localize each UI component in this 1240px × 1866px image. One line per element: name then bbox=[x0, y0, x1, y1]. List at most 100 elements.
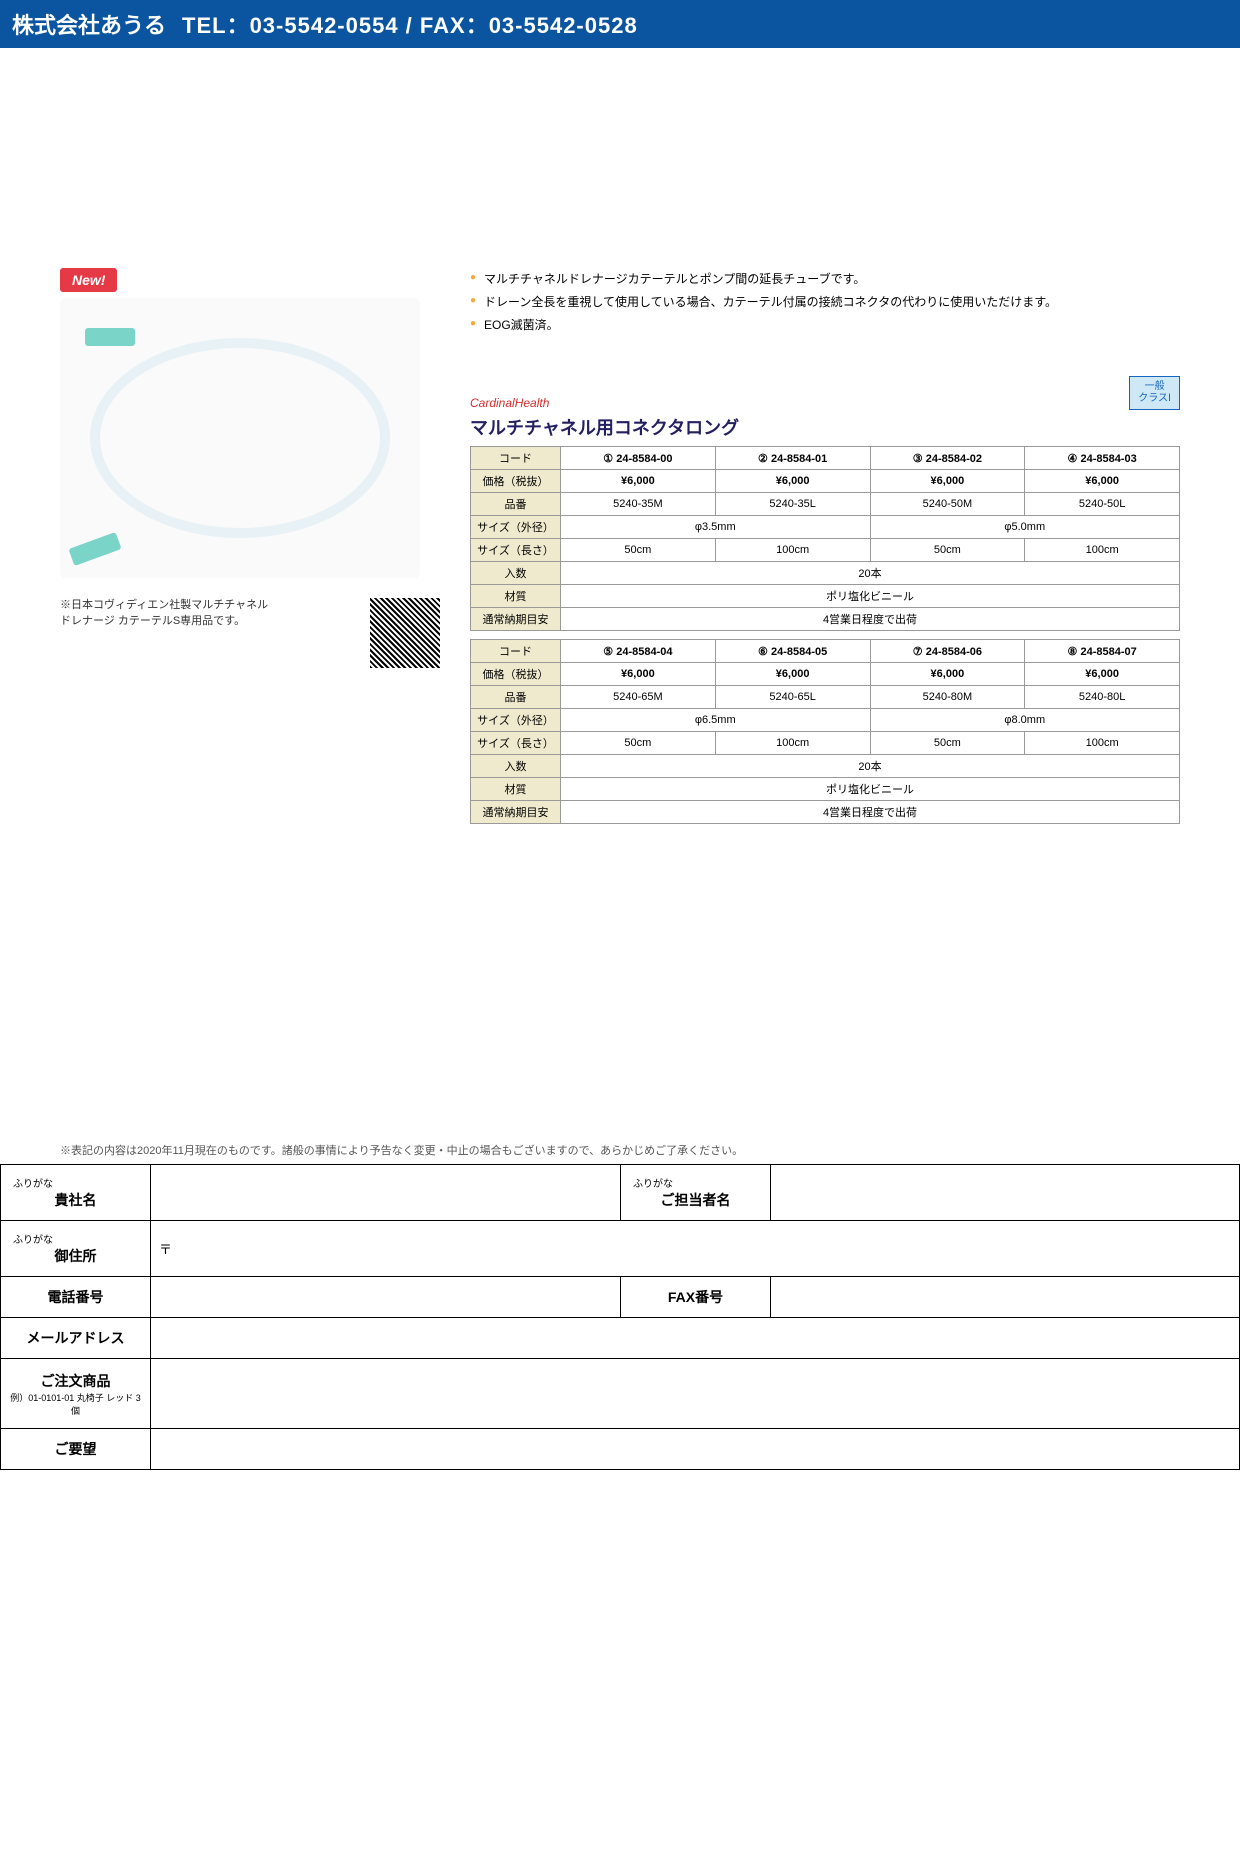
order-example: 例）01-0101-01 丸椅子 レッド 3個 bbox=[9, 1391, 142, 1417]
feature-bullets: マルチチャネルドレナージカテーテルとポンプ間の延長チューブです。 ドレーン全長を… bbox=[470, 268, 1180, 336]
partno-cell: 5240-80L bbox=[1025, 686, 1180, 709]
od-cell: φ6.5mm bbox=[561, 709, 871, 732]
table-row: 入数 20本 bbox=[471, 755, 1180, 778]
table-row: サイズ（長さ） 50cm 100cm 50cm 100cm bbox=[471, 732, 1180, 755]
code-cell: ① 24-8584-00 bbox=[561, 447, 716, 470]
brand-row: CardinalHealth 一般 クラスⅠ bbox=[470, 376, 1180, 410]
len-cell: 50cm bbox=[870, 732, 1025, 755]
left-column: New! ※日本コヴィディエン社製マルチチャネル ドレナージ カテーテルS専用品… bbox=[60, 88, 440, 832]
table-row: サイズ（長さ） 50cm 100cm 50cm 100cm bbox=[471, 539, 1180, 562]
table-row: 電話番号 FAX番号 bbox=[1, 1277, 1240, 1318]
price-cell: ¥6,000 bbox=[1025, 470, 1180, 493]
request-label: ご要望 bbox=[1, 1429, 151, 1470]
table-row: 材質 ポリ塩化ビニール bbox=[471, 585, 1180, 608]
partno-cell: 5240-50L bbox=[1025, 493, 1180, 516]
address-input[interactable]: 〒 bbox=[151, 1221, 1240, 1277]
postmark-icon: 〒 bbox=[159, 1242, 172, 1257]
furigana-label: ふりがな bbox=[9, 1231, 142, 1246]
material-cell: ポリ塩化ビニール bbox=[561, 778, 1180, 801]
row-label: 通常納期目安 bbox=[471, 801, 561, 824]
partno-cell: 5240-65L bbox=[715, 686, 870, 709]
code-cell: ⑤ 24-8584-04 bbox=[561, 640, 716, 663]
email-input[interactable] bbox=[151, 1318, 1240, 1359]
contact-input[interactable] bbox=[771, 1165, 1240, 1221]
contact-label: ふりがな ご担当者名 bbox=[621, 1165, 771, 1221]
request-input[interactable] bbox=[151, 1429, 1240, 1470]
row-label: 価格（税抜） bbox=[471, 663, 561, 686]
price-cell: ¥6,000 bbox=[561, 470, 716, 493]
table-row: メールアドレス bbox=[1, 1318, 1240, 1359]
spec-table-2: コード ⑤ 24-8584-04 ⑥ 24-8584-05 ⑦ 24-8584-… bbox=[470, 639, 1180, 824]
bullet-item: ドレーン全長を重視して使用している場合、カテーテル付属の接続コネクタの代わりに使… bbox=[470, 291, 1180, 314]
code-cell: ⑧ 24-8584-07 bbox=[1025, 640, 1180, 663]
email-label: メールアドレス bbox=[1, 1318, 151, 1359]
new-badge: New! bbox=[60, 268, 117, 292]
qty-cell: 20本 bbox=[561, 755, 1180, 778]
contact-info: TEL：03-5542-0554 / FAX：03-5542-0528 bbox=[182, 8, 638, 40]
spec-table-1: コード ① 24-8584-00 ② 24-8584-01 ③ 24-8584-… bbox=[470, 446, 1180, 631]
price-cell: ¥6,000 bbox=[870, 470, 1025, 493]
product-title: マルチチャネル用コネクタロング bbox=[470, 414, 1180, 440]
fax-input[interactable] bbox=[771, 1277, 1240, 1318]
bullet-item: EOG滅菌済。 bbox=[470, 314, 1180, 337]
table-row: ご要望 bbox=[1, 1429, 1240, 1470]
qr-code bbox=[370, 598, 440, 668]
len-cell: 100cm bbox=[1025, 539, 1180, 562]
furigana-label: ふりがな bbox=[9, 1175, 142, 1190]
address-label: ふりがな 御住所 bbox=[1, 1221, 151, 1277]
furigana-label: ふりがな bbox=[629, 1175, 762, 1190]
tube-illustration bbox=[90, 338, 390, 538]
table-row: サイズ（外径） φ6.5mm φ8.0mm bbox=[471, 709, 1180, 732]
qty-cell: 20本 bbox=[561, 562, 1180, 585]
caption-line: ※日本コヴィディエン社製マルチチャネル bbox=[60, 599, 268, 611]
partno-cell: 5240-35L bbox=[715, 493, 870, 516]
table-row: 通常納期目安 4営業日程度で出荷 bbox=[471, 801, 1180, 824]
tel-label: 電話番号 bbox=[1, 1277, 151, 1318]
row-label: 入数 bbox=[471, 755, 561, 778]
connector-icon bbox=[85, 328, 135, 346]
lead-cell: 4営業日程度で出荷 bbox=[561, 801, 1180, 824]
spacer bbox=[0, 852, 1240, 1132]
tel-input[interactable] bbox=[151, 1277, 621, 1318]
table-row: 材質 ポリ塩化ビニール bbox=[471, 778, 1180, 801]
row-label: サイズ（外径） bbox=[471, 516, 561, 539]
company-input[interactable] bbox=[151, 1165, 621, 1221]
company-label: ふりがな 貴社名 bbox=[1, 1165, 151, 1221]
row-label: コード bbox=[471, 447, 561, 470]
od-cell: φ3.5mm bbox=[561, 516, 871, 539]
partno-cell: 5240-80M bbox=[870, 686, 1025, 709]
class-line: クラスⅠ bbox=[1138, 393, 1171, 404]
table-row: 品番 5240-65M 5240-65L 5240-80M 5240-80L bbox=[471, 686, 1180, 709]
row-label: 品番 bbox=[471, 686, 561, 709]
table-row: ご注文商品 例）01-0101-01 丸椅子 レッド 3個 bbox=[1, 1359, 1240, 1429]
class-badge: 一般 クラスⅠ bbox=[1129, 376, 1180, 410]
order-input[interactable] bbox=[151, 1359, 1240, 1429]
len-cell: 50cm bbox=[561, 732, 716, 755]
code-cell: ③ 24-8584-02 bbox=[870, 447, 1025, 470]
code-cell: ⑦ 24-8584-06 bbox=[870, 640, 1025, 663]
label-text: 貴社名 bbox=[55, 1192, 97, 1208]
order-form: ふりがな 貴社名 ふりがな ご担当者名 ふりがな 御住所 〒 電話番号 FAX番… bbox=[0, 1164, 1240, 1470]
left-bottom-row: ※日本コヴィディエン社製マルチチャネル ドレナージ カテーテルS専用品です。 bbox=[60, 588, 440, 668]
len-cell: 50cm bbox=[870, 539, 1025, 562]
table-row: コード ① 24-8584-00 ② 24-8584-01 ③ 24-8584-… bbox=[471, 447, 1180, 470]
row-label: 材質 bbox=[471, 778, 561, 801]
code-cell: ④ 24-8584-03 bbox=[1025, 447, 1180, 470]
price-cell: ¥6,000 bbox=[1025, 663, 1180, 686]
fax-label: FAX番号 bbox=[621, 1277, 771, 1318]
table-row: 価格（税抜） ¥6,000 ¥6,000 ¥6,000 ¥6,000 bbox=[471, 470, 1180, 493]
table-row: コード ⑤ 24-8584-04 ⑥ 24-8584-05 ⑦ 24-8584-… bbox=[471, 640, 1180, 663]
code-cell: ⑥ 24-8584-05 bbox=[715, 640, 870, 663]
partno-cell: 5240-65M bbox=[561, 686, 716, 709]
order-label: ご注文商品 例）01-0101-01 丸椅子 レッド 3個 bbox=[1, 1359, 151, 1429]
row-label: 入数 bbox=[471, 562, 561, 585]
row-label: サイズ（外径） bbox=[471, 709, 561, 732]
product-caption: ※日本コヴィディエン社製マルチチャネル ドレナージ カテーテルS専用品です。 bbox=[60, 596, 268, 628]
row-label: 材質 bbox=[471, 585, 561, 608]
row-label: サイズ（長さ） bbox=[471, 732, 561, 755]
row-label: 価格（税抜） bbox=[471, 470, 561, 493]
material-cell: ポリ塩化ビニール bbox=[561, 585, 1180, 608]
row-label: 通常納期目安 bbox=[471, 608, 561, 631]
right-column: マルチチャネルドレナージカテーテルとポンプ間の延長チューブです。 ドレーン全長を… bbox=[470, 88, 1180, 832]
od-cell: φ5.0mm bbox=[870, 516, 1180, 539]
